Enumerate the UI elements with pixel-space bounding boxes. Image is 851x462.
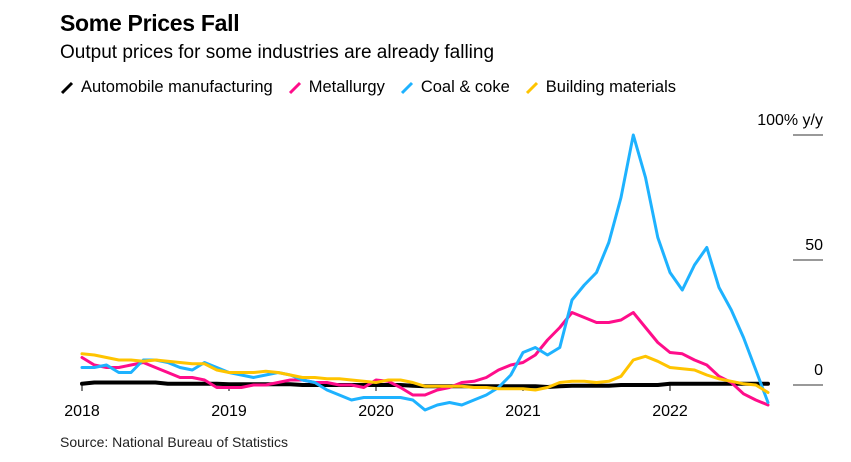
legend-item: Automobile manufacturing bbox=[60, 78, 273, 97]
series-line-metallurgy bbox=[80, 311, 770, 407]
legend-swatch-icon bbox=[400, 81, 413, 94]
series-line-coal-coke bbox=[80, 133, 770, 412]
legend-label: Building materials bbox=[545, 78, 677, 96]
legend: Automobile manufacturing Metallurgy Coal &… bbox=[60, 78, 691, 97]
y-tick-label: 0 bbox=[814, 362, 823, 379]
x-tick-label: 2022 bbox=[652, 403, 688, 420]
x-tick-label: 2018 bbox=[64, 403, 100, 420]
legend-label: Metallurgy bbox=[308, 78, 385, 96]
series-line-building-materials bbox=[80, 352, 770, 394]
x-tick-label: 2020 bbox=[358, 403, 394, 420]
x-tick-label: 2021 bbox=[505, 403, 541, 420]
legend-item: Metallurgy bbox=[288, 78, 385, 97]
chart-title: Some Prices Fall bbox=[60, 10, 240, 36]
source-note: Source: National Bureau of Statistics bbox=[60, 434, 289, 450]
chart-subtitle: Output prices for some industries are al… bbox=[60, 42, 495, 63]
legend-swatch-icon bbox=[525, 81, 538, 94]
x-tick-label: 2019 bbox=[211, 403, 247, 420]
legend-label: Coal & coke bbox=[420, 78, 510, 96]
legend-swatch-icon bbox=[288, 81, 301, 94]
legend-label: Automobile manufacturing bbox=[81, 78, 273, 96]
y-tick-label: 100% y/y bbox=[757, 112, 823, 129]
y-tick-label: 50 bbox=[805, 237, 823, 254]
legend-swatch-icon bbox=[60, 81, 74, 94]
legend-item: Building materials bbox=[525, 78, 676, 97]
legend-item: Coal & coke bbox=[400, 78, 510, 97]
